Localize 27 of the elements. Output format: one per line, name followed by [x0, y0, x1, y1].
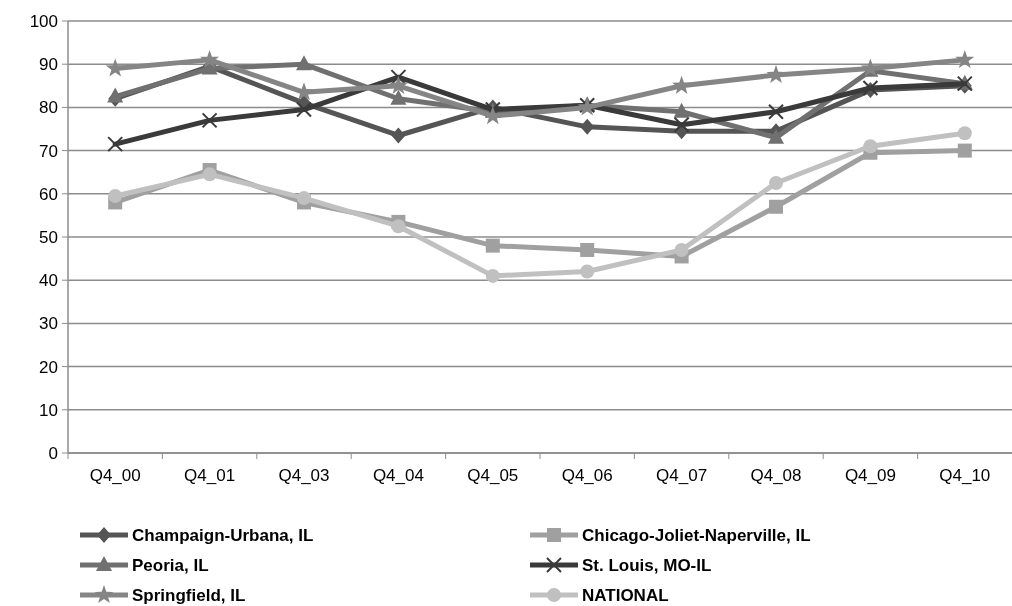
x-tick-label: Q4_00 [89, 466, 141, 485]
x-tick-label: Q4_07 [656, 466, 708, 485]
x-tick-label: Q4_01 [184, 466, 236, 485]
y-tick-label: 20 [39, 357, 58, 377]
legend-label: St. Louis, MO-IL [582, 555, 712, 575]
x-tick-label: Q4_04 [372, 466, 424, 485]
x-tick-label: Q4_05 [467, 466, 519, 485]
y-tick-label: 10 [39, 400, 58, 420]
legend-label: Peoria, IL [132, 555, 209, 575]
x-tick-label: Q4_09 [844, 466, 896, 485]
x-tick-label: Q4_10 [939, 466, 991, 485]
y-tick-label: 50 [39, 227, 58, 247]
y-tick-label: 30 [39, 314, 58, 334]
y-tick-label: 90 [39, 55, 58, 75]
x-tick-label: Q4_08 [750, 466, 802, 485]
y-tick-label: 80 [39, 98, 58, 118]
x-tick-label: Q4_06 [561, 466, 613, 485]
legend-label: Springfield, IL [132, 585, 246, 605]
y-tick-label: 70 [39, 141, 58, 161]
y-tick-label: 60 [39, 184, 58, 204]
x-tick-label: Q4_03 [278, 466, 330, 485]
y-tick-label: 100 [29, 11, 58, 31]
y-tick-label: 40 [39, 271, 58, 291]
y-tick-label: 0 [48, 443, 58, 463]
legend-label: Chicago-Joliet-Naperville, IL [582, 525, 811, 545]
legend-label: Champaign-Urbana, IL [132, 525, 314, 545]
legend-label: NATIONAL [582, 585, 669, 605]
